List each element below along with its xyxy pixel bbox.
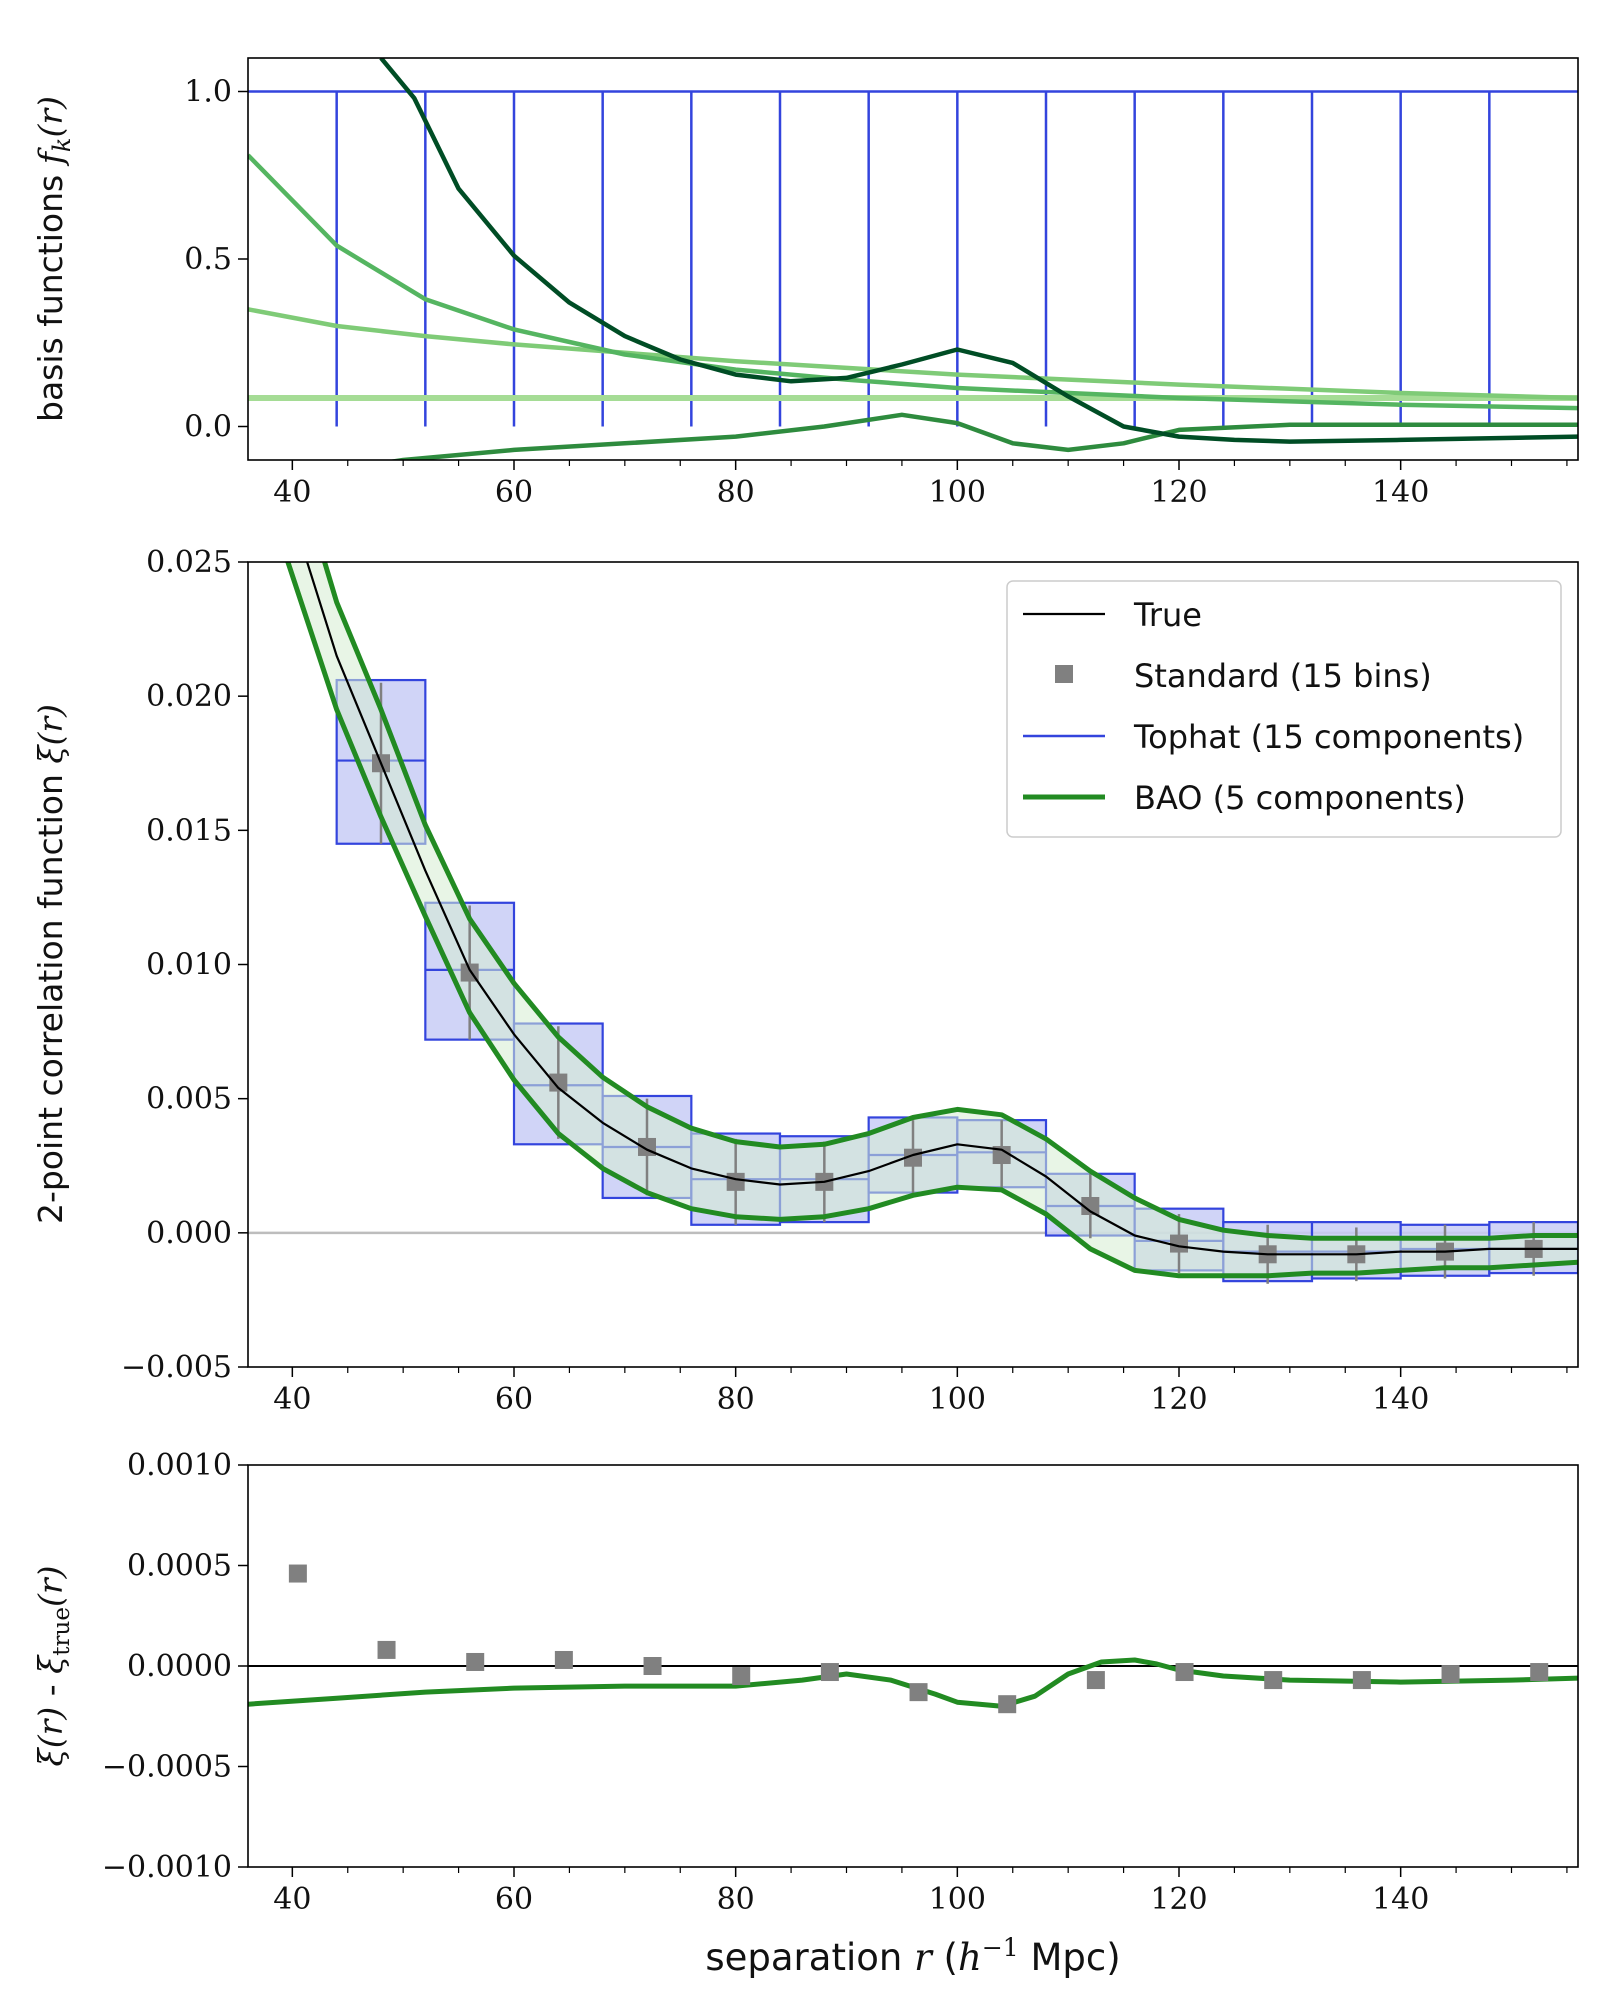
residual-standard-point [1175,1663,1194,1682]
bao-upper-curve [321,562,1578,1241]
standard-point [726,1172,745,1191]
x-tick-label: 80 [717,1882,755,1917]
true-curve [305,562,1578,1256]
y-tick-label: −0.0005 [102,1750,232,1785]
x-tick-label: 140 [1372,1882,1429,1917]
x-axis-label: separation r (h−1 Mpc) [705,1933,1120,1979]
residual-standard-point [732,1667,751,1686]
x-tick-label: 140 [1372,1382,1429,1417]
residual-standard-point [1264,1671,1283,1690]
y-tick-label: 0.5 [184,242,232,277]
x-tick-label: 120 [1150,475,1207,510]
residual-standard-point [909,1683,928,1702]
basis-ylabel: basis functions fk(r) [31,96,76,422]
y-tick-label: 0.020 [146,679,232,714]
residual-standard-point [288,1564,307,1583]
residual-panel: 40 60 80 100 120 140 −0.0010 −0.0005 0.0000 0.000… [31,1448,1579,1917]
x-tick-label: 60 [495,1382,533,1417]
y-tick-label: 0.0000 [127,1649,232,1684]
legend-bao-label: BAO (5 components) [1134,779,1466,817]
x-tick-label: 40 [273,1382,311,1417]
bao-basis-curve [379,58,1578,444]
x-tick-label: 100 [929,1382,986,1417]
y-tick-label: 0.010 [146,948,232,983]
bao-basis-curve [388,412,1578,460]
y-tick-label: −0.0010 [102,1850,232,1885]
y-tick-label: −0.005 [121,1350,232,1385]
y-tick-label: 0.000 [146,1216,232,1251]
y-tick-label: 0.025 [146,545,232,580]
standard-point [1170,1234,1188,1253]
bao-lower-curve [285,562,1578,1279]
residual-ticks: 40 60 80 100 120 140 −0.0010 −0.0005 0.0000 0.000… [102,1448,1568,1917]
xi-ticks: 40 60 80 100 120 140 −0.005 0.000 0.005 0.010 0.01… [121,545,1568,1417]
x-tick-label: 80 [717,475,755,510]
legend-tophat-label: Tophat (15 components) [1133,718,1524,756]
legend-standard-swatch [1055,665,1073,683]
x-tick-label: 60 [495,475,533,510]
bao-basis-curve [248,153,1578,411]
legend: True Standard (15 bins) Tophat (15 compo… [1006,580,1562,838]
residual-ylabel: ξ(r) - ξtrue(r) [31,1566,75,1767]
residual-standard-point [820,1663,839,1682]
basis-ticks: 40 60 80 100 120 140 0.0 0.5 1.0 [184,75,1568,510]
residual-standard-point [466,1652,485,1671]
y-tick-label: 0.005 [146,1082,232,1117]
x-tick-label: 100 [929,475,986,510]
legend-true-label: True [1133,596,1202,634]
x-tick-label: 120 [1150,1882,1207,1917]
y-tick-label: 0.0005 [127,1549,232,1584]
residual-standard-point [1530,1663,1549,1682]
residual-standard-point [554,1650,573,1669]
bao-basis-curve [248,307,1578,401]
y-tick-label: 0.0010 [127,1448,232,1483]
x-tick-label: 120 [1150,1382,1207,1417]
residual-standard-point [998,1695,1017,1714]
residual-standard-point [1086,1671,1105,1690]
residual-standard-point [643,1657,662,1675]
xi-plot-area [248,562,1578,1284]
residual-standard-point [1352,1671,1371,1690]
residual-standard-point [377,1640,396,1659]
x-tick-label: 40 [273,475,311,510]
standard-point [549,1073,568,1092]
y-tick-label: 0.015 [146,813,232,848]
xi-ylabel: 2-point correlation function ξ(r) [31,704,70,1224]
basis-functions-panel: 40 60 80 100 120 140 0.0 0.5 1.0 basis functions… [31,57,1579,510]
x-tick-label: 40 [273,1882,311,1917]
standard-point [992,1146,1011,1165]
legend-standard-label: Standard (15 bins) [1134,657,1432,695]
standard-point [1081,1197,1100,1215]
x-tick-label: 80 [717,1382,755,1417]
y-tick-label: 1.0 [184,75,232,110]
bao-band-fill [287,562,1578,1276]
x-tick-label: 100 [929,1882,986,1917]
y-tick-label: 0.0 [184,410,232,445]
legend-frame [1006,580,1562,838]
residual-standard-point [1441,1665,1460,1684]
correlation-function-panel: 40 60 80 100 120 140 −0.005 0.000 0.005 0.010 0.01… [31,545,1579,1417]
residual-plot-area [248,1564,1578,1714]
x-tick-label: 140 [1372,475,1429,510]
x-tick-label: 60 [495,1882,533,1917]
basis-plot-area [248,58,1578,460]
